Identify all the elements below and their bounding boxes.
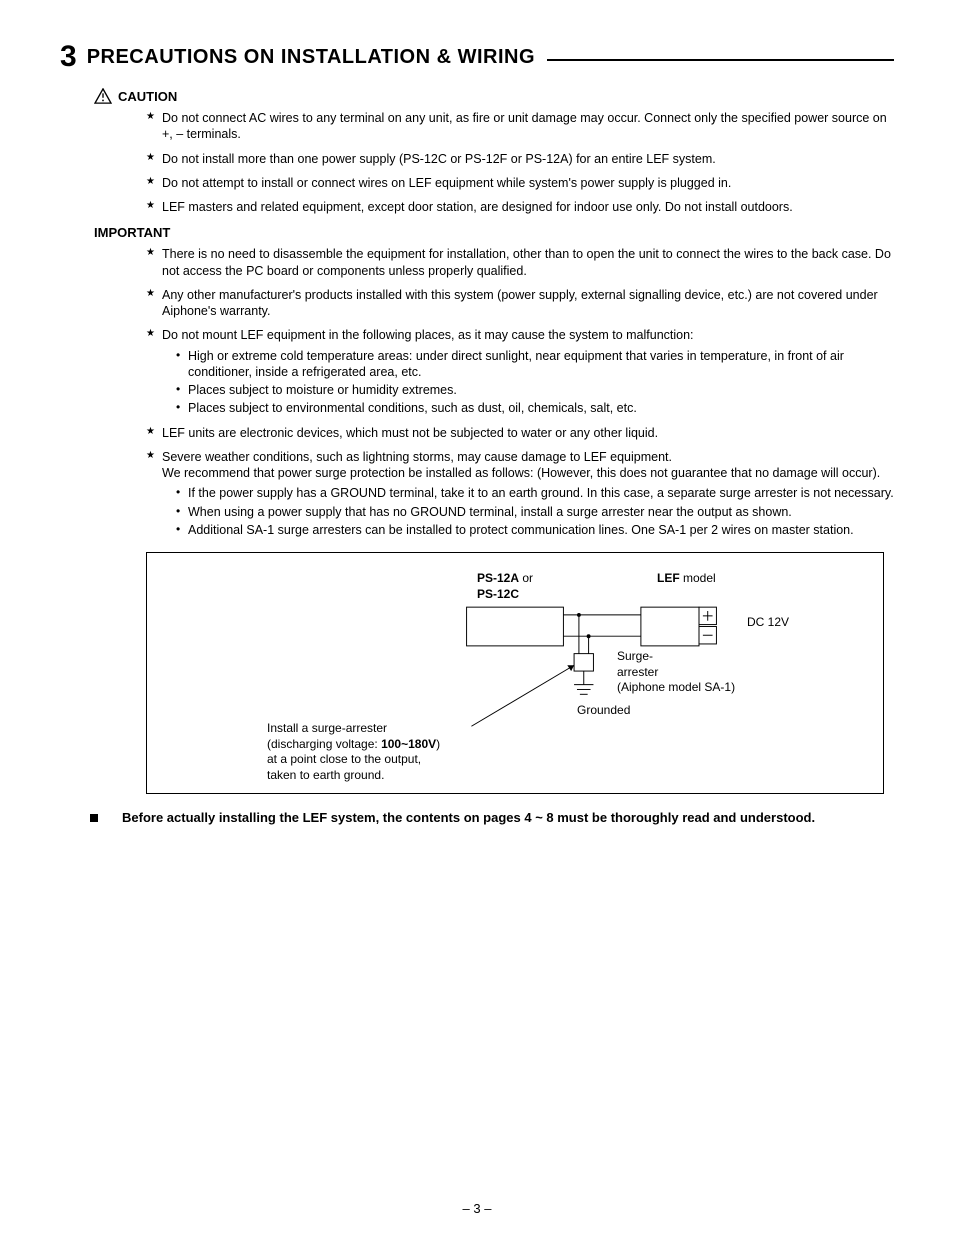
important-sublist: High or extreme cold temperature areas: … [176,348,894,417]
important-subitem: Places subject to moisture or humidity e… [176,382,894,398]
caution-heading: CAUTION [94,88,894,104]
important-subitem: Places subject to environmental conditio… [176,400,894,416]
surge-l3: (Aiphone model SA-1) [617,680,735,694]
ps-label: PS-12A or PS-12C [477,571,533,602]
install-note: Install a surge-arrester (discharging vo… [267,721,440,783]
important-item-intro: Do not mount LEF equipment in the follow… [162,328,694,342]
bullet-square-icon [90,814,98,822]
install-l2b: 100~180V [381,737,436,751]
page: 3 PRECAUTIONS ON INSTALLATION & WIRING C… [0,0,954,1236]
important-list: There is no need to disassemble the equi… [146,246,894,538]
important-item: LEF units are electronic devices, which … [146,425,894,441]
wiring-diagram: PS-12A or PS-12C LEF model DC 12V Surge-… [146,552,884,794]
heading-rule [547,59,894,61]
page-number: – 3 – [0,1201,954,1216]
final-note: Before actually installing the LEF syste… [90,810,894,825]
dc12v-label: DC 12V [747,615,789,631]
caution-label: CAUTION [118,89,177,104]
install-l2a: (discharging voltage: [267,737,381,751]
install-l4: taken to earth ground. [267,768,384,782]
important-item: Do not mount LEF equipment in the follow… [146,327,894,416]
ps-label-line2: PS-12C [477,587,519,601]
section-title: PRECAUTIONS ON INSTALLATION & WIRING [87,46,535,69]
important-heading: IMPORTANT [94,225,894,240]
important-subitem: Additional SA-1 surge arresters can be i… [176,522,894,538]
important-subitem: If the power supply has a GROUND termina… [176,485,894,501]
surge-l2: arrester [617,665,658,679]
caution-item: Do not connect AC wires to any terminal … [146,110,894,143]
lef-rest: model [680,571,716,585]
install-l2c: ) [436,737,440,751]
lef-bold: LEF [657,571,680,585]
ps-label-rest: or [519,571,533,585]
section-heading: 3 PRECAUTIONS ON INSTALLATION & WIRING [60,40,894,74]
important-subitem: When using a power supply that has no GR… [176,504,894,520]
caution-item: Do not install more than one power suppl… [146,151,894,167]
install-l3: at a point close to the output, [267,752,421,766]
caution-item: LEF masters and related equipment, excep… [146,199,894,215]
important-item: Severe weather conditions, such as light… [146,449,894,538]
important-item-intro: Severe weather conditions, such as light… [162,450,880,480]
install-l1: Install a surge-arrester [267,721,387,735]
grounded-label: Grounded [577,703,630,719]
ps-label-bold: PS-12A [477,571,519,585]
section-number: 3 [60,40,77,74]
surge-label: Surge- arrester (Aiphone model SA-1) [617,649,735,696]
lef-label: LEF model [657,571,716,587]
important-item: Any other manufacturer's products instal… [146,287,894,320]
surge-l1: Surge- [617,649,653,663]
important-label: IMPORTANT [94,225,170,240]
important-item: There is no need to disassemble the equi… [146,246,894,279]
important-sublist: If the power supply has a GROUND termina… [176,485,894,538]
caution-triangle-icon [94,88,112,104]
final-note-text: Before actually installing the LEF syste… [122,810,815,825]
important-subitem: High or extreme cold temperature areas: … [176,348,894,381]
caution-item: Do not attempt to install or connect wir… [146,175,894,191]
caution-list: Do not connect AC wires to any terminal … [146,110,894,215]
